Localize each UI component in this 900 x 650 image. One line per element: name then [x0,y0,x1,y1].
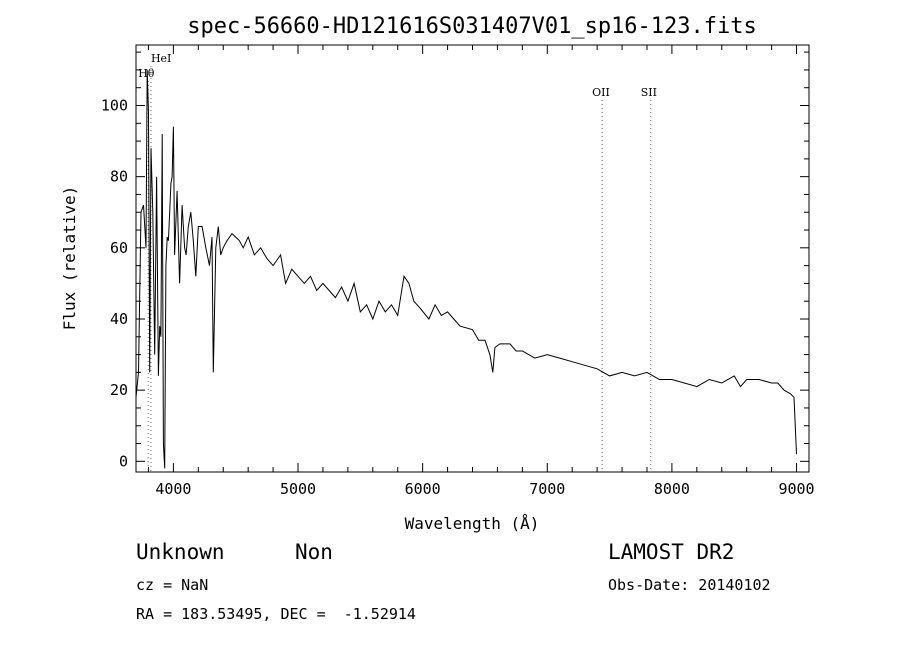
line-marker-label: Hθ [138,67,155,80]
x-axis-label: Wavelength (Å) [405,514,540,533]
y-tick-label: 40 [110,310,128,328]
obs-date: Obs-Date: 20140102 [608,576,771,594]
y-tick-label: 60 [110,239,128,257]
object-subclass: Non [295,540,333,564]
redshift-text: cz = NaN [136,576,209,594]
y-axis-label: Flux (relative) [60,186,79,331]
emission-line-markers: HeI Hθ OII SII [138,52,657,472]
x-tick-label: 7000 [529,480,565,498]
line-marker-label: HeI [151,52,171,65]
line-marker-label: OII [592,86,610,99]
axis-ticks: 4000 5000 6000 7000 8000 9000 0 20 40 60 80 100 [101,45,815,498]
coordinates-text: RA = 183.53495, DEC = -1.52914 [136,605,416,623]
y-tick-label: 100 [101,96,128,114]
spectrum-series-line [135,69,797,469]
x-tick-label: 9000 [778,480,814,498]
y-tick-label: 20 [110,381,128,399]
x-tick-label: 6000 [405,480,441,498]
y-tick-label: 0 [119,452,128,470]
plot-frame [135,44,810,473]
chart-title: spec-56660-HD121616S031407V01_sp16-123.f… [187,14,757,39]
y-tick-label: 80 [110,168,128,186]
x-tick-label: 5000 [280,480,316,498]
object-class: Unknown [136,540,225,564]
x-tick-label: 4000 [155,480,191,498]
survey-label: LAMOST DR2 [608,540,735,564]
x-tick-label: 8000 [654,480,690,498]
line-marker-label: SII [641,86,657,99]
